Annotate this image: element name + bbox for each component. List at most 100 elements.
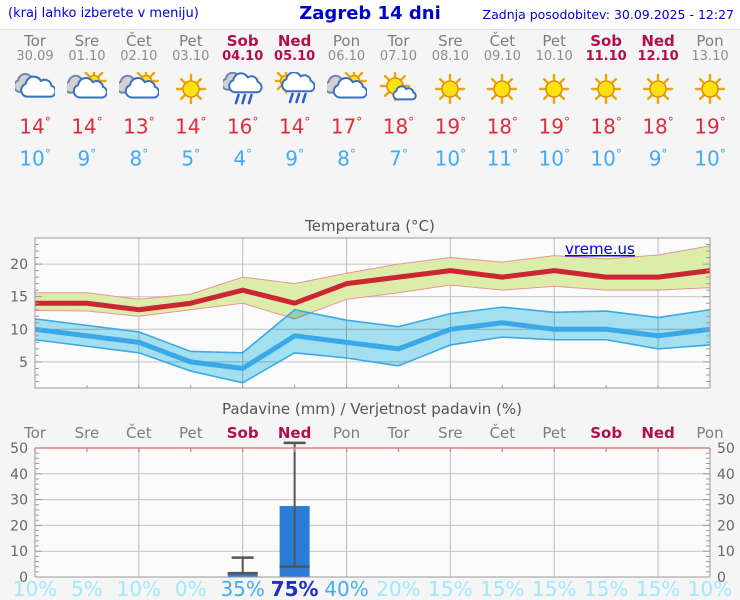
precip-ytick-right: 40 (717, 467, 735, 483)
high-temp-value: 18° (382, 114, 415, 139)
precip-ytick-left: 40 (10, 467, 28, 483)
day-name-label: Pet (542, 32, 567, 50)
day-date-label: 10.10 (535, 49, 573, 64)
day-date-label: 06.10 (327, 49, 366, 64)
precip-day-label: Čet (490, 423, 516, 442)
precip-day-label: Pon (333, 424, 360, 442)
sunny-icon (684, 72, 736, 108)
temp-ytick-label: 15 (10, 290, 28, 306)
day-date-label: 09.10 (483, 49, 521, 64)
high-temp-value: 18° (642, 114, 674, 139)
precip-probability-label: 15% (480, 577, 524, 600)
forecast-day-pon-06.10: Pon 06.10 17° 8° (321, 33, 373, 172)
low-temp-value: 9° (648, 146, 668, 171)
day-name-label: Čet (489, 32, 516, 50)
partly-cloudy-icon (113, 68, 165, 108)
forecast-day-sob-04.10: Sob 04.10 16° 4° (217, 33, 269, 172)
precip-day-label: Sob (590, 424, 622, 442)
day-name-label: Sob (226, 32, 259, 50)
precip-day-label: Pet (542, 424, 566, 442)
day-date-label: 04.10 (222, 49, 264, 64)
precip-day-label: Ned (641, 424, 674, 442)
high-temp-value: 18° (590, 114, 622, 139)
precip-ytick-left: 20 (10, 518, 28, 534)
high-temp-value: 14° (19, 114, 51, 139)
day-name-label: Ned (641, 32, 675, 50)
precip-probability-label: 5% (71, 577, 103, 600)
high-temp-value: 19° (434, 114, 467, 139)
precip-probability-label: 40% (324, 577, 368, 600)
forecast-day-tor-07.10: Tor 07.10 18° 7° (372, 33, 424, 172)
page-header: (kraj lahko izberete v meniju) Zagreb 14… (0, 0, 740, 30)
high-temp-value: 14° (175, 114, 207, 139)
day-name-label: Pet (178, 32, 203, 50)
precip-probability-label: 15% (428, 577, 472, 600)
temperature-chart: Temperatura (°C) 5 10 15 20 vreme.us (0, 215, 740, 404)
precip-day-label: Sob (227, 424, 259, 442)
temp-ytick-label: 10 (10, 322, 28, 338)
precip-ytick-right: 50 (717, 441, 735, 457)
low-temp-value: 10° (694, 146, 726, 171)
precip-probability-label: 10% (117, 577, 161, 600)
low-temp-value: 9° (285, 146, 304, 171)
precip-ytick-right: 0 (717, 570, 726, 586)
precip-probability-label: 10% (13, 577, 57, 600)
page-title: Zagreb 14 dni (299, 3, 441, 24)
forecast-day-pon-13.10: Pon 13.10 19° 10° (684, 33, 736, 172)
precip-day-label: Ned (278, 424, 311, 442)
day-date-label: 02.10 (120, 49, 158, 64)
precip-day-label: Pet (179, 424, 203, 442)
sunny-icon (165, 72, 217, 108)
forecast-day-sob-11.10: Sob 11.10 18° 10° (580, 33, 632, 172)
forecast-day-pet-03.10: Pet 03.10 14° 5° (165, 33, 217, 172)
precip-bar (227, 573, 258, 577)
day-date-label: 30.09 (16, 49, 54, 64)
low-temp-value: 10° (19, 146, 51, 171)
precip-probability-label: 10% (688, 577, 732, 600)
precip-ytick-left: 10 (10, 544, 28, 560)
max-temp-line (35, 268, 711, 313)
day-date-label: 05.10 (274, 49, 316, 64)
cloudy-icon (9, 72, 61, 108)
high-temp-value: 17° (330, 114, 363, 139)
low-temp-value: 4° (233, 146, 253, 171)
precip-probability-label: 15% (532, 577, 576, 600)
precip-day-label: Tor (386, 424, 410, 442)
forecast-day-čet-02.10: Čet 02.10 13° 8° (113, 33, 165, 172)
precipitation-chart: Padavine (mm) / Verjetnost padavin (%) To… (0, 400, 740, 600)
min-temp-line (34, 320, 711, 371)
day-date-label: 11.10 (585, 49, 627, 64)
day-name-label: Čet (126, 32, 152, 50)
sunny-icon (424, 72, 476, 108)
precip-probability-label: 15% (636, 577, 680, 600)
precip-day-label: Tor (23, 424, 47, 442)
vreme-us-watermark-link[interactable]: vreme.us (565, 240, 635, 258)
day-date-label: 08.10 (431, 49, 469, 64)
precip-day-label: Čet (126, 423, 152, 442)
temp-chart-title: Temperatura (°C) (304, 217, 435, 235)
mostly-sunny-icon (372, 70, 424, 108)
temp-ytick-label: 5 (19, 355, 28, 371)
precip-probability-label: 20% (376, 577, 420, 600)
menu-hint-label: (kraj lahko izberete v meniju) (8, 6, 199, 21)
precip-probability-label: 0% (175, 577, 207, 600)
day-name-label: Tor (24, 32, 46, 50)
precip-chart-title: Padavine (mm) / Verjetnost padavin (%) (222, 400, 522, 418)
low-temp-value: 10° (538, 146, 570, 171)
forecast-day-ned-12.10: Ned 12.10 18° 9° (632, 33, 684, 172)
day-date-label: 13.10 (691, 49, 729, 64)
partly-cloudy-icon (61, 68, 113, 108)
day-name-label: Ned (277, 32, 312, 50)
high-temp-value: 14° (278, 114, 311, 139)
precip-day-label: Sre (75, 424, 100, 442)
sunny-icon (528, 72, 580, 108)
low-temp-value: 10° (590, 146, 622, 171)
day-name-label: Pon (696, 32, 724, 50)
high-temp-value: 19° (694, 114, 726, 139)
forecast-day-tor-30.09: Tor 30.09 14° 10° (9, 33, 61, 172)
day-date-label: 07.10 (379, 49, 418, 64)
sunny-icon (632, 72, 684, 108)
low-temp-value: 8° (129, 146, 149, 171)
rain-icon (217, 71, 269, 108)
